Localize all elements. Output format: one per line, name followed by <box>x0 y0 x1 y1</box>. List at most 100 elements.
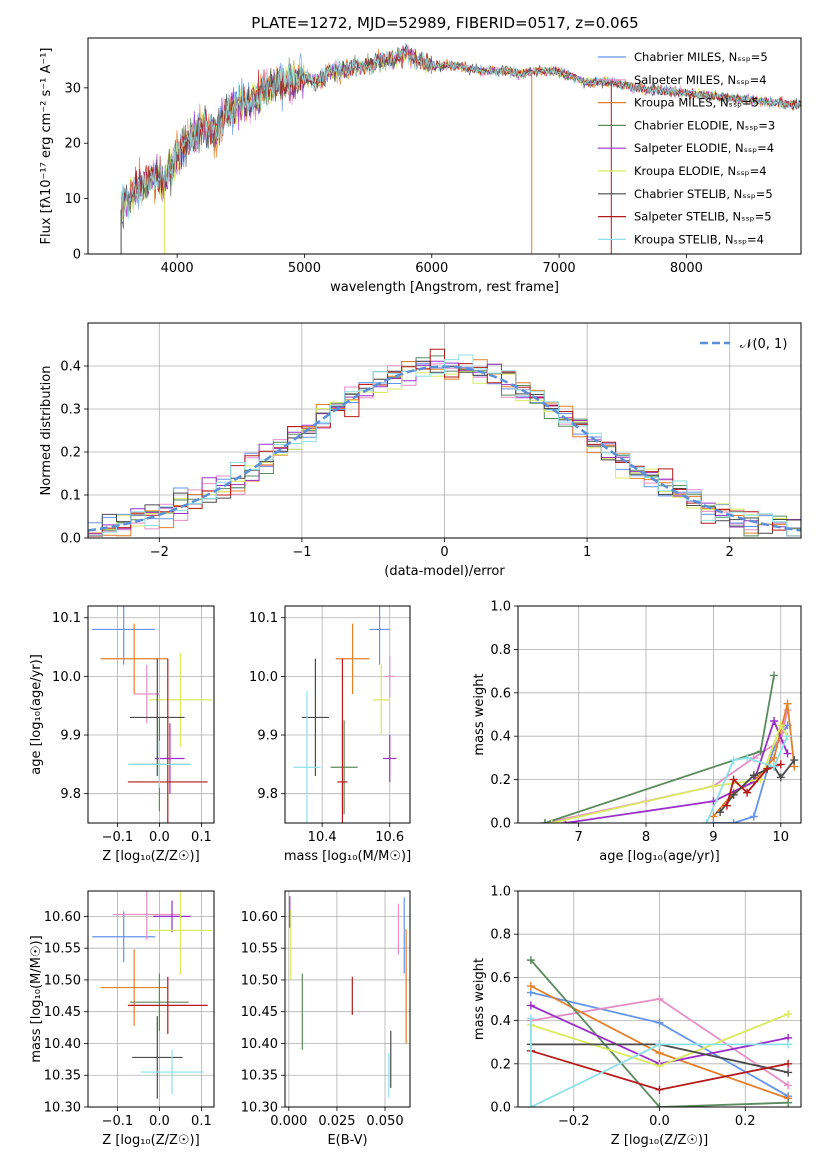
x-tick-label: 6000 <box>415 261 448 276</box>
sfh-marker <box>783 699 792 708</box>
y-axis-label: Flux [fλ10⁻¹⁷ erg cm⁻² s⁻¹ A⁻¹] <box>39 48 54 245</box>
plot-area <box>540 671 799 823</box>
x-tick-label: 2 <box>726 545 734 560</box>
x-tick-label: −1 <box>292 545 311 560</box>
sfh-marker <box>709 782 718 791</box>
sfh-marker <box>749 771 758 780</box>
y-tick-label: 0.4 <box>60 360 81 375</box>
panel-mass-vs-Z: −0.1 0.0 0.1 10.30 10.35 10.40 10.45 10.50 10.55… <box>29 890 215 1148</box>
x-tick-label: 0.025 <box>318 1114 355 1129</box>
plot-area <box>293 606 397 823</box>
x-tick-label: 5000 <box>288 261 321 276</box>
sfh-marker <box>729 819 738 823</box>
panel-sfh-Z: −0.2 0.0 0.2 0.0 0.2 0.4 0.6 0.8 1.0 Z [log₁₀(Z/Z… <box>472 885 802 1148</box>
x-tick-label: 0.0 <box>649 1114 670 1129</box>
normal-curve <box>88 365 801 532</box>
y-tick-label: 0.8 <box>490 928 511 943</box>
legend-label: Chabrier MILES, Nₛₛₚ=5 <box>634 50 768 64</box>
x-tick-label: 0.1 <box>191 830 212 845</box>
sfh-marker <box>770 717 779 726</box>
sfh-marker <box>709 812 718 821</box>
y-tick-label: 9.9 <box>60 729 81 744</box>
y-tick-label: 10.35 <box>241 1069 278 1084</box>
plot-area <box>289 896 407 1098</box>
sfh-marker <box>784 1010 793 1019</box>
x-tick-label: 10 <box>773 830 790 845</box>
y-tick-label: 10.50 <box>44 973 81 988</box>
y-tick-label: 10.1 <box>249 611 278 626</box>
y-tick-label: 10 <box>64 192 81 207</box>
spectrum-line <box>120 46 801 224</box>
x-axis-label: wavelength [Angstrom, rest frame] <box>330 280 559 295</box>
sfh-line <box>530 959 789 1107</box>
x-tick-label: 10.6 <box>375 830 404 845</box>
x-tick-label: 1 <box>583 545 591 560</box>
sfh-marker <box>655 1018 664 1027</box>
y-axis-label: mass weight <box>472 958 487 1040</box>
y-tick-label: 0.6 <box>490 686 511 701</box>
sfh-marker <box>783 732 792 741</box>
legend-label: 𝒩(0, 1) <box>740 337 787 352</box>
sfh-marker <box>722 801 731 810</box>
y-tick-label: 0.0 <box>60 532 81 547</box>
y-tick-label: 10.50 <box>241 973 278 988</box>
sfh-marker <box>716 808 725 817</box>
axes-frame <box>284 890 411 1108</box>
legend-label: Salpeter STELIB, Nₛₛₚ=5 <box>634 210 772 224</box>
x-tick-label: 0 <box>440 545 448 560</box>
y-tick-label: 9.9 <box>257 729 278 744</box>
axes-frame <box>284 605 411 824</box>
sfh-marker <box>784 1040 793 1049</box>
sfh-marker <box>526 956 535 965</box>
legend-label: Kroupa MILES, Nₛₛₚ=5 <box>634 96 759 110</box>
y-tick-label: 10.55 <box>241 942 278 957</box>
y-tick-label: 20 <box>64 137 81 152</box>
y-axis-label: mass [log₁₀(M/M☉)] <box>29 935 44 1062</box>
sfh-marker <box>526 982 535 991</box>
x-tick-label: 7000 <box>543 261 576 276</box>
y-tick-label: 0.3 <box>60 403 81 418</box>
x-axis-label: age [log₁₀(age/yr)] <box>599 849 720 864</box>
y-axis-label: Normed distribution <box>39 366 54 496</box>
legend: Chabrier MILES, Nₛₛₚ=5 Salpeter MILES, Nₛ… <box>598 50 775 246</box>
x-tick-label: 8 <box>642 830 650 845</box>
sfh-marker <box>770 753 779 762</box>
sfh-line <box>544 675 775 823</box>
y-tick-label: 0.0 <box>490 817 511 832</box>
sfh-line <box>530 1018 789 1107</box>
x-tick-label: −0.2 <box>558 1114 590 1129</box>
sfh-marker <box>784 1059 793 1068</box>
panel-age-vs-Z: −0.1 0.0 0.1 9.8 9.9 10.0 10.1 Z [log₁₀(Z/Z☉)] a… <box>29 605 215 864</box>
sfh-marker <box>776 721 785 730</box>
sfh-marker <box>655 1085 664 1094</box>
sfh-marker <box>655 995 664 1003</box>
sfh-marker <box>655 1049 664 1057</box>
axes-frame <box>517 890 802 1108</box>
x-axis-label: Z [log₁₀(Z/Z☉)] <box>611 1133 708 1148</box>
y-tick-label: 30 <box>64 81 81 96</box>
y-tick-label: 10.0 <box>249 670 278 685</box>
x-axis-label: (data-model)/error <box>384 564 505 579</box>
y-tick-label: 0.2 <box>490 1057 511 1072</box>
y-tick-label: 9.8 <box>257 787 278 802</box>
sfh-marker <box>770 762 779 771</box>
sfh-marker <box>729 756 738 765</box>
x-tick-label: −0.1 <box>102 1114 134 1129</box>
plot-area <box>92 891 212 1099</box>
sfh-marker <box>540 819 549 823</box>
y-tick-label: 0.4 <box>490 730 511 745</box>
axes-frame <box>517 605 802 824</box>
panel-age-vs-mass: 10.4 10.6 9.8 9.9 10.0 10.1 mass [log₁₀(M/M☉)] <box>249 605 411 864</box>
legend-label: Salpeter MILES, Nₛₛₚ=4 <box>634 73 767 87</box>
x-tick-label: −0.1 <box>102 830 134 845</box>
x-tick-label: 0.050 <box>366 1114 403 1129</box>
panel-sfh-age: 7 8 9 10 0.0 0.2 0.4 0.6 0.8 1.0 age [log₁₀(age/yr… <box>472 600 802 864</box>
sfh-marker <box>526 1103 535 1107</box>
legend-label: Salpeter ELODIE, Nₛₛₚ=4 <box>634 141 774 155</box>
sfh-marker <box>783 749 792 758</box>
sfh-marker <box>547 819 556 823</box>
panel-spectrum: 4000 5000 6000 7000 8000 0 10 20 30 wavelength [A… <box>39 37 802 295</box>
y-tick-label: 0.4 <box>490 1014 511 1029</box>
panel-residuals: −2 −1 0 1 2 0.0 0.1 0.2 0.3 0.4 (data-model)/error… <box>39 322 802 579</box>
